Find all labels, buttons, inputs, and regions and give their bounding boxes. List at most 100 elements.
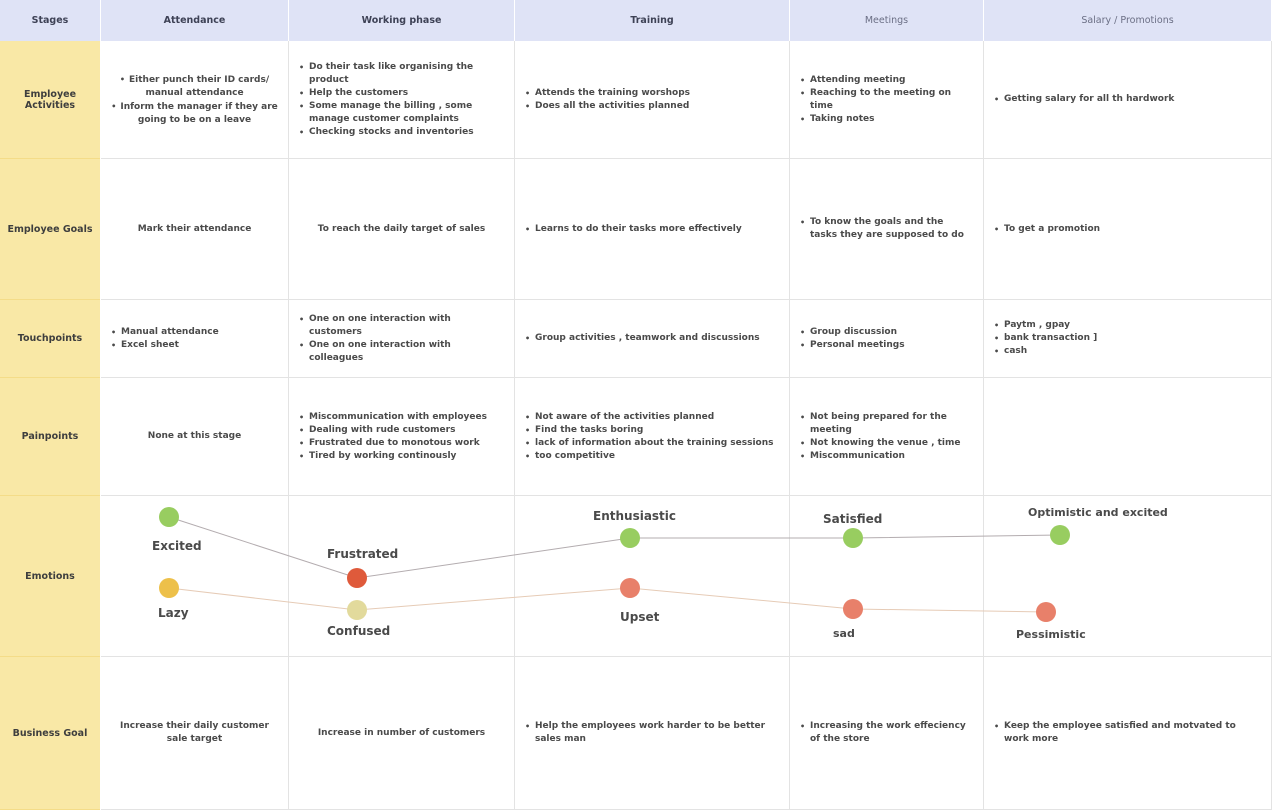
cell-activities-training: Attends the training worshopsDoes all th… <box>515 41 790 159</box>
row-label-employee-goals: Employee Goals <box>0 159 100 300</box>
cell-emotions-attendance <box>101 496 289 657</box>
bullet-item: Taking notes <box>800 113 973 126</box>
cell-goals-training: Learns to do their tasks more effectivel… <box>515 159 790 300</box>
emotion-dot-confused <box>347 600 367 620</box>
bullet-item: Not aware of the activities planned <box>525 411 774 424</box>
cell-emotions-working-phase <box>289 496 515 657</box>
emotion-label-lazy: Lazy <box>158 606 189 620</box>
bullet-item: Help the customers <box>299 87 504 100</box>
cell-activities-working-phase: Do their task like organising the produc… <box>289 41 515 159</box>
cell-goals-attendance: Mark their attendance <box>101 159 289 300</box>
cell-painpoints-working-phase: Miscommunication with employeesDealing w… <box>289 378 515 496</box>
bullet-list: Do their task like organising the produc… <box>299 61 504 139</box>
bullet-item: too competitive <box>525 450 774 463</box>
bullet-item: Group discussion <box>800 326 905 339</box>
emotion-label-excited: Excited <box>152 539 202 553</box>
emotion-dot-satisfied <box>843 528 863 548</box>
bullet-item: cash <box>994 345 1097 358</box>
emotion-label-confused: Confused <box>327 624 390 638</box>
bullet-item: Attends the training worshops <box>525 87 690 100</box>
bullet-list: Attends the training worshopsDoes all th… <box>525 87 690 113</box>
bullet-list: Increasing the work effeciency of the st… <box>800 720 973 746</box>
cell-painpoints-attendance: None at this stage <box>101 378 289 496</box>
bullet-item: Find the tasks boring <box>525 424 774 437</box>
bullet-list: Group activities , teamwork and discussi… <box>525 332 760 345</box>
emotion-dot-upset <box>620 578 640 598</box>
bullet-item: Frustrated due to monotous work <box>299 437 487 450</box>
bullet-list: Not aware of the activities plannedFind … <box>525 411 774 463</box>
bullet-item: Miscommunication <box>800 450 973 463</box>
bullet-item: Inform the manager if they are going to … <box>111 100 278 127</box>
cell-emotions-meetings <box>790 496 984 657</box>
cell-touchpoints-working-phase: One on one interaction with customersOne… <box>289 300 515 378</box>
emotion-dot-excited <box>159 507 179 527</box>
emotion-label-upset: Upset <box>620 610 660 624</box>
bullet-list: One on one interaction with customersOne… <box>299 313 504 365</box>
row-label-emotions: Emotions <box>0 496 100 657</box>
header-attendance: Attendance <box>101 0 289 41</box>
emotion-dot-optimistic <box>1050 525 1070 545</box>
header-training: Training <box>515 0 790 41</box>
emotion-dot-enthusiastic <box>620 528 640 548</box>
bullet-item: Checking stocks and inventories <box>299 126 504 139</box>
cell-touchpoints-meetings: Group discussionPersonal meetings <box>790 300 984 378</box>
bullet-item: Do their task like organising the produc… <box>299 61 504 87</box>
bullet-item: Reaching to the meeting on time <box>800 87 973 113</box>
bullet-item: Attending meeting <box>800 74 973 87</box>
bullet-list: Manual attendanceExcel sheet <box>111 326 219 352</box>
bullet-list: Group discussionPersonal meetings <box>800 326 905 352</box>
bullet-item: Personal meetings <box>800 339 905 352</box>
emotion-dot-frustrated <box>347 568 367 588</box>
bullet-list: Help the employees work harder to be bet… <box>525 720 779 746</box>
emotion-label-optimistic: Optimistic and excited <box>1028 506 1168 519</box>
bullet-item: Learns to do their tasks more effectivel… <box>525 223 742 236</box>
cell-painpoints-training: Not aware of the activities plannedFind … <box>515 378 790 496</box>
bullet-list: Learns to do their tasks more effectivel… <box>525 223 742 236</box>
bullet-item: One on one interaction with customers <box>299 313 504 339</box>
cell-painpoints-meetings: Not being prepared for the meetingNot kn… <box>790 378 984 496</box>
bullet-item: Does all the activities planned <box>525 100 690 113</box>
cell-touchpoints-attendance: Manual attendanceExcel sheet <box>101 300 289 378</box>
bullet-list: Getting salary for all th hardwork <box>994 93 1174 106</box>
bullet-item: lack of information about the training s… <box>525 437 773 450</box>
bullet-item: bank transaction ] <box>994 332 1097 345</box>
header-working-phase: Working phase <box>289 0 515 41</box>
bullet-item: Keep the employee satisfied and motvated… <box>994 720 1261 746</box>
bullet-item: Not being prepared for the meeting <box>800 411 973 437</box>
bullet-item: To get a promotion <box>994 223 1100 236</box>
bullet-item: Miscommunication with employees <box>299 411 487 424</box>
positive-emotion-line <box>168 516 1061 579</box>
row-label-painpoints: Painpoints <box>0 378 100 496</box>
bullet-item: Increasing the work effeciency of the st… <box>800 720 973 746</box>
row-label-touchpoints: Touchpoints <box>0 300 100 378</box>
emotion-label-pessimistic: Pessimistic <box>1016 628 1086 641</box>
row-label-employee-activities: Employee Activities <box>0 41 100 159</box>
header-salary-promotions: Salary / Promotions <box>984 0 1272 41</box>
cell-activities-meetings: Attending meetingReaching to the meeting… <box>790 41 984 159</box>
header-meetings: Meetings <box>790 0 984 41</box>
emotion-label-frustrated: Frustrated <box>327 547 398 561</box>
bullet-item: Getting salary for all th hardwork <box>994 93 1174 106</box>
cell-emotions-training <box>515 496 790 657</box>
bullet-item: Not knowing the venue , time <box>800 437 973 450</box>
row-label-business-goal: Business Goal <box>0 657 100 810</box>
bullet-list: To know the goals and the tasks they are… <box>800 216 973 242</box>
bullet-list: To get a promotion <box>994 223 1100 236</box>
cell-goals-meetings: To know the goals and the tasks they are… <box>790 159 984 300</box>
cell-activities-attendance: Either punch their ID cards/ manual atte… <box>101 41 289 159</box>
bullet-item: Some manage the billing , some manage cu… <box>299 100 504 126</box>
bullet-item: Dealing with rude customers <box>299 424 487 437</box>
bullet-list: Paytm , gpaybank transaction ]cash <box>994 319 1097 358</box>
bullet-item: Paytm , gpay <box>994 319 1097 332</box>
bullet-item: One on one interaction with colleagues <box>299 339 504 365</box>
cell-touchpoints-training: Group activities , teamwork and discussi… <box>515 300 790 378</box>
header-stages: Stages <box>0 0 101 41</box>
bullet-item: Either punch their ID cards/ manual atte… <box>111 73 278 100</box>
cell-goals-working-phase: To reach the daily target of sales <box>289 159 515 300</box>
negative-emotion-line <box>168 587 1047 613</box>
bullet-item: Group activities , teamwork and discussi… <box>525 332 760 345</box>
bullet-item: Manual attendance <box>111 326 219 339</box>
emotion-label-sad: sad <box>833 627 855 640</box>
